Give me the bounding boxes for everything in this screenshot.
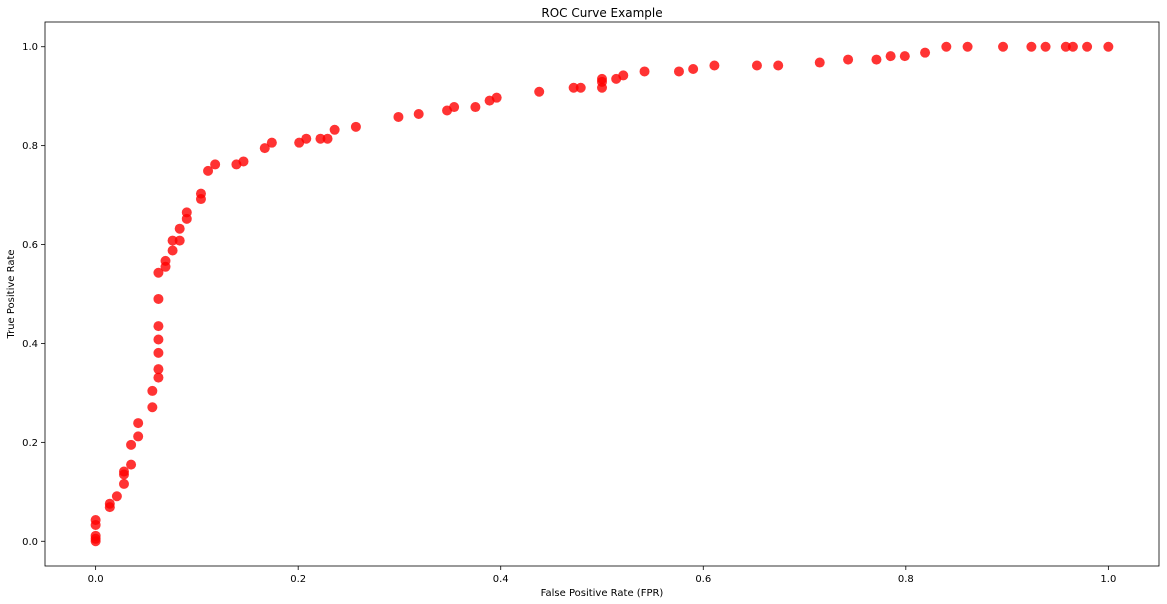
data-point bbox=[153, 293, 164, 304]
data-point bbox=[814, 57, 825, 68]
data-point bbox=[491, 92, 502, 103]
data-points bbox=[90, 41, 1114, 547]
x-tick-label: 0.4 bbox=[493, 574, 509, 585]
data-point bbox=[1103, 41, 1114, 52]
data-point bbox=[133, 418, 144, 429]
data-point bbox=[147, 385, 158, 396]
y-axis-label: True Positive Rate bbox=[6, 249, 17, 339]
data-point bbox=[709, 60, 720, 71]
data-point bbox=[597, 73, 607, 84]
y-tick-label: 0.2 bbox=[22, 438, 38, 449]
data-point bbox=[618, 70, 629, 81]
data-point bbox=[449, 102, 460, 113]
data-point bbox=[413, 108, 424, 119]
x-tick-label: 0.0 bbox=[88, 574, 104, 585]
data-point bbox=[90, 515, 101, 526]
data-point bbox=[104, 498, 115, 509]
data-point bbox=[174, 235, 185, 246]
data-point bbox=[167, 245, 178, 256]
data-point bbox=[210, 159, 221, 170]
data-point bbox=[181, 207, 192, 218]
y-tick-label: 0.6 bbox=[22, 240, 38, 251]
data-point bbox=[470, 102, 481, 113]
data-point bbox=[118, 466, 129, 477]
y-tick-label: 0.8 bbox=[22, 141, 38, 152]
y-tick-label: 1.0 bbox=[22, 42, 38, 53]
data-point bbox=[126, 459, 137, 470]
y-tick-label: 0.4 bbox=[22, 339, 38, 350]
data-point bbox=[843, 54, 854, 65]
x-axis-ticks: 0.0 0.2 0.4 0.6 0.8 1.0 bbox=[88, 566, 1116, 585]
data-point bbox=[238, 156, 249, 167]
data-point bbox=[639, 66, 650, 77]
y-axis-ticks: 0.0 0.2 0.4 0.6 0.8 1.0 bbox=[22, 42, 45, 548]
data-point bbox=[153, 321, 164, 332]
data-point bbox=[1026, 41, 1037, 52]
data-point bbox=[118, 478, 129, 489]
data-point bbox=[885, 51, 896, 62]
data-point bbox=[90, 530, 101, 541]
data-point bbox=[673, 66, 684, 77]
data-point bbox=[259, 143, 270, 154]
data-point bbox=[998, 41, 1009, 52]
data-point bbox=[688, 63, 699, 74]
x-tick-label: 1.0 bbox=[1100, 574, 1116, 585]
y-tick-label: 0.0 bbox=[22, 537, 38, 548]
data-point bbox=[350, 121, 361, 132]
data-point bbox=[301, 133, 312, 144]
data-point bbox=[153, 364, 164, 375]
data-point bbox=[315, 133, 326, 144]
data-point bbox=[153, 334, 164, 345]
data-point bbox=[133, 431, 144, 442]
data-point bbox=[1067, 41, 1078, 52]
x-tick-label: 0.8 bbox=[898, 574, 914, 585]
data-point bbox=[941, 41, 952, 52]
data-point bbox=[568, 82, 579, 93]
data-point bbox=[266, 137, 277, 148]
data-point bbox=[871, 54, 882, 65]
x-axis-label: False Positive Rate (FPR) bbox=[541, 588, 664, 599]
data-point bbox=[1082, 41, 1093, 52]
data-point bbox=[329, 124, 340, 135]
data-point bbox=[751, 60, 762, 71]
data-point bbox=[534, 86, 545, 97]
data-point bbox=[153, 347, 164, 358]
x-tick-label: 0.2 bbox=[290, 574, 306, 585]
data-point bbox=[1060, 41, 1071, 52]
data-point bbox=[899, 51, 910, 62]
data-point bbox=[153, 267, 164, 278]
data-point bbox=[160, 255, 171, 266]
data-point bbox=[111, 491, 122, 502]
data-point bbox=[174, 223, 185, 234]
chart-title: ROC Curve Example bbox=[541, 6, 662, 20]
data-point bbox=[153, 372, 164, 383]
data-point bbox=[962, 41, 973, 52]
data-point bbox=[322, 133, 333, 144]
data-point bbox=[126, 439, 137, 450]
data-point bbox=[147, 402, 158, 413]
data-point bbox=[393, 111, 404, 122]
data-point bbox=[1040, 41, 1051, 52]
plot-frame bbox=[44, 21, 1160, 567]
data-point bbox=[575, 82, 586, 93]
data-point bbox=[920, 47, 931, 58]
data-point bbox=[203, 165, 214, 176]
x-tick-label: 0.6 bbox=[695, 574, 711, 585]
data-point bbox=[195, 188, 206, 199]
data-point bbox=[167, 235, 178, 246]
data-point bbox=[773, 60, 784, 71]
